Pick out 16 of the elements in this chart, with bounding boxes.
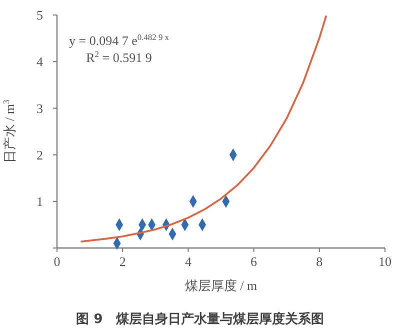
annotation: y = 0.094 7 e$^{0.482 9 x}$ (69, 32, 170, 48)
y-tick-label: 3 (36, 100, 43, 116)
text: 图 9 煤层自身日产水量与煤层厚度关系图 (76, 311, 324, 327)
y-tick-label: 4 (36, 54, 44, 70)
x-tick-label: 6 (250, 254, 258, 269)
x-tick-label: 2 (119, 254, 126, 269)
line-series (80, 15, 327, 242)
x-tick-label: 8 (316, 254, 323, 269)
x-tick-label: 0 (54, 254, 60, 269)
y-tick-label: 2 (36, 147, 43, 162)
x-axis-title: 煤层厚度 / m (184, 278, 258, 293)
y-tick-label: 1 (36, 194, 43, 209)
x-tick-label: 10 (378, 254, 392, 269)
x-tick-label: 4 (184, 254, 192, 269)
annotation: R$^{2}$ = 0.591 9 (86, 49, 152, 65)
y-tick-label: 5 (36, 8, 43, 23)
